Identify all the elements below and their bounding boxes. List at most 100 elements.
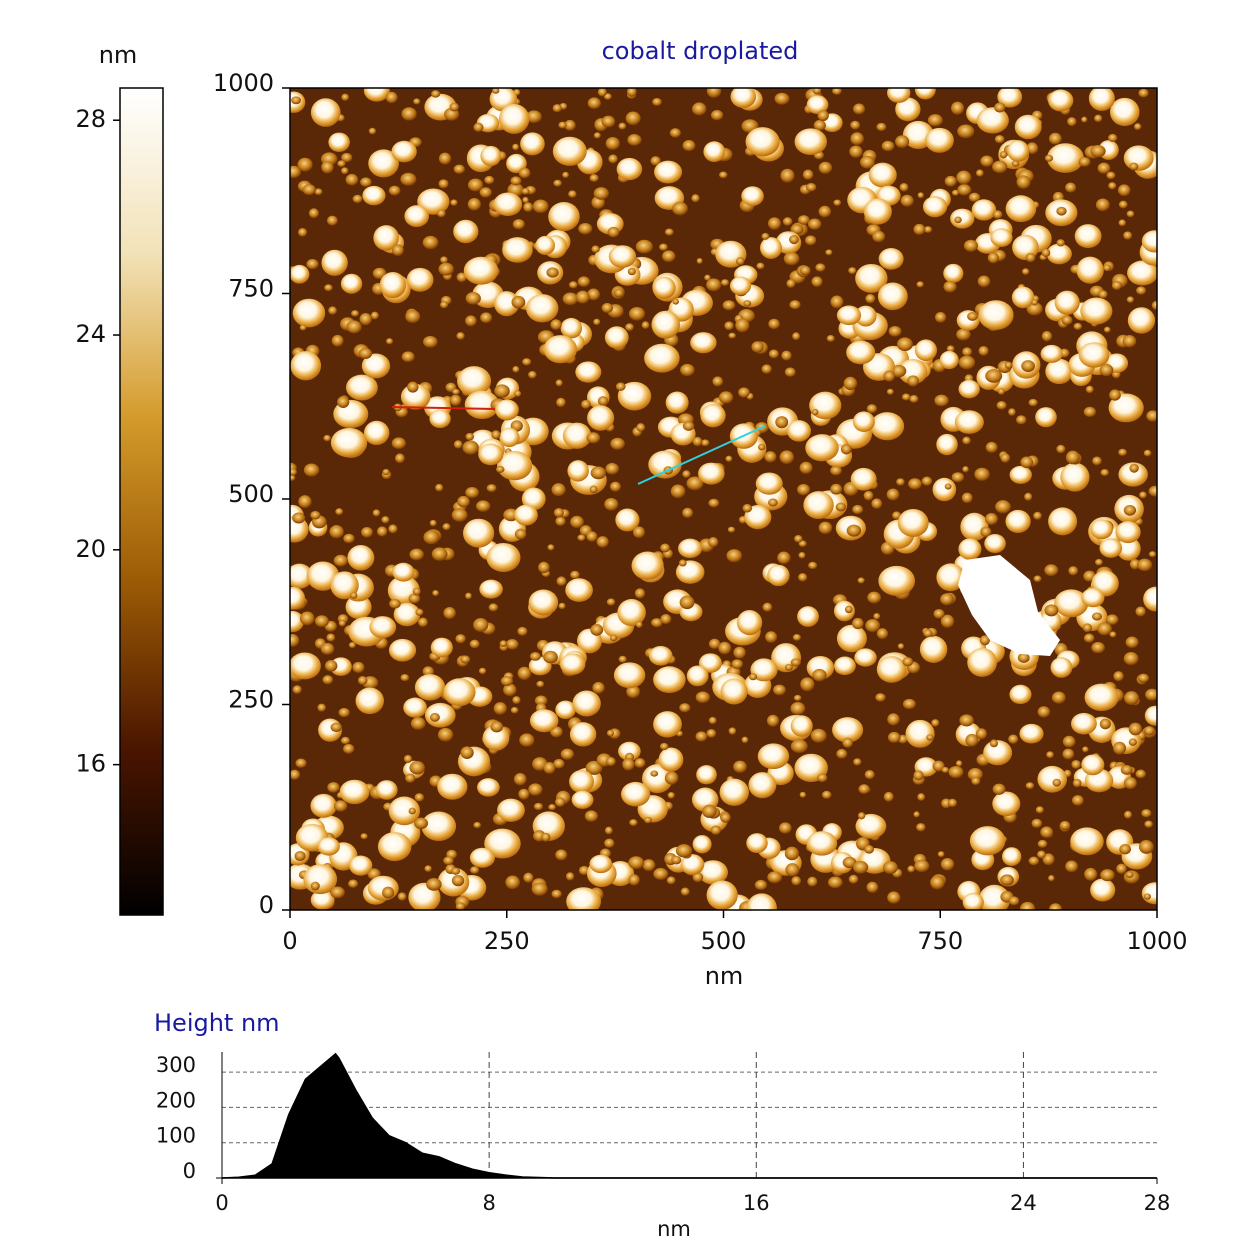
droplet (347, 544, 375, 571)
droplet (682, 139, 696, 152)
droplet (691, 194, 700, 203)
droplet (708, 536, 719, 548)
y-tick-label: 200 (156, 1088, 196, 1112)
droplet (939, 350, 959, 370)
droplet (825, 249, 833, 256)
droplet (913, 770, 924, 781)
image-title: cobalt droplated (602, 37, 799, 65)
droplet (710, 110, 724, 121)
droplet (718, 641, 732, 655)
droplet (1141, 882, 1157, 905)
droplet (744, 505, 772, 530)
droplet (887, 713, 900, 726)
droplet (618, 122, 627, 130)
droplet (1021, 268, 1030, 275)
droplet (741, 186, 764, 207)
droplet (403, 697, 427, 718)
droplet (950, 208, 975, 229)
droplet (980, 155, 994, 167)
droplet (423, 530, 440, 545)
droplet (692, 872, 704, 883)
droplet (1144, 705, 1157, 726)
droplet (1137, 558, 1153, 572)
droplet (1138, 839, 1154, 854)
droplet (400, 383, 431, 410)
droplet (541, 832, 551, 842)
droplet (954, 216, 962, 224)
droplet (440, 256, 448, 264)
droplet (1136, 286, 1147, 295)
droplet (700, 403, 726, 428)
droplet (946, 345, 955, 353)
droplet (955, 760, 963, 767)
droplet (995, 500, 1011, 514)
droplet (794, 128, 827, 156)
droplet (376, 526, 388, 537)
droplet (1005, 509, 1031, 534)
droplet (1143, 893, 1151, 900)
droplet (802, 169, 814, 180)
droplet (810, 728, 827, 743)
droplet (870, 412, 905, 441)
droplet (956, 328, 971, 341)
droplet (908, 478, 922, 490)
droplet (642, 859, 656, 872)
droplet (809, 391, 842, 420)
droplet (670, 484, 686, 499)
droplet (1116, 863, 1127, 874)
droplet (692, 835, 712, 854)
droplet (1044, 564, 1059, 577)
droplet (977, 275, 991, 288)
droplet (528, 783, 543, 796)
droplet (836, 305, 862, 326)
droplet (994, 135, 1005, 144)
droplet (836, 624, 867, 653)
droplet (350, 591, 358, 599)
droplet (652, 97, 662, 106)
droplet (328, 132, 350, 153)
droplet (1045, 358, 1074, 385)
droplet (782, 217, 793, 226)
droplet (850, 132, 864, 146)
droplet (635, 621, 643, 629)
droplet (887, 88, 911, 103)
droplet (1078, 342, 1110, 368)
droplet (836, 748, 848, 759)
droplet (857, 577, 865, 584)
droplet (1072, 778, 1082, 788)
droplet (437, 727, 454, 742)
droplet (1004, 361, 1013, 369)
droplet (775, 416, 789, 429)
droplet (604, 326, 629, 349)
droplet (310, 793, 337, 818)
profile-line-cyan (637, 425, 766, 485)
droplet (388, 185, 401, 196)
droplet (597, 88, 607, 97)
droplet (392, 562, 415, 582)
droplet (969, 826, 1006, 856)
droplet (482, 725, 510, 751)
droplet (422, 666, 434, 677)
droplet (1056, 444, 1066, 454)
droplet (465, 315, 477, 327)
droplet (719, 171, 728, 179)
droplet (632, 526, 645, 539)
droplet (895, 97, 921, 122)
droplet (453, 219, 479, 244)
droplet (1084, 683, 1119, 712)
droplet (718, 391, 734, 404)
droplet (1092, 456, 1102, 466)
droplet (589, 174, 599, 183)
droplet (401, 351, 415, 363)
droplet (323, 434, 331, 442)
droplet (465, 592, 472, 600)
droplet (720, 812, 731, 823)
droplet (372, 509, 381, 517)
droplet (615, 508, 640, 532)
droplet (651, 618, 663, 628)
droplet (783, 251, 800, 266)
droplet (917, 192, 924, 199)
droplet (569, 770, 595, 794)
droplet (484, 828, 521, 859)
droplet (850, 120, 861, 130)
